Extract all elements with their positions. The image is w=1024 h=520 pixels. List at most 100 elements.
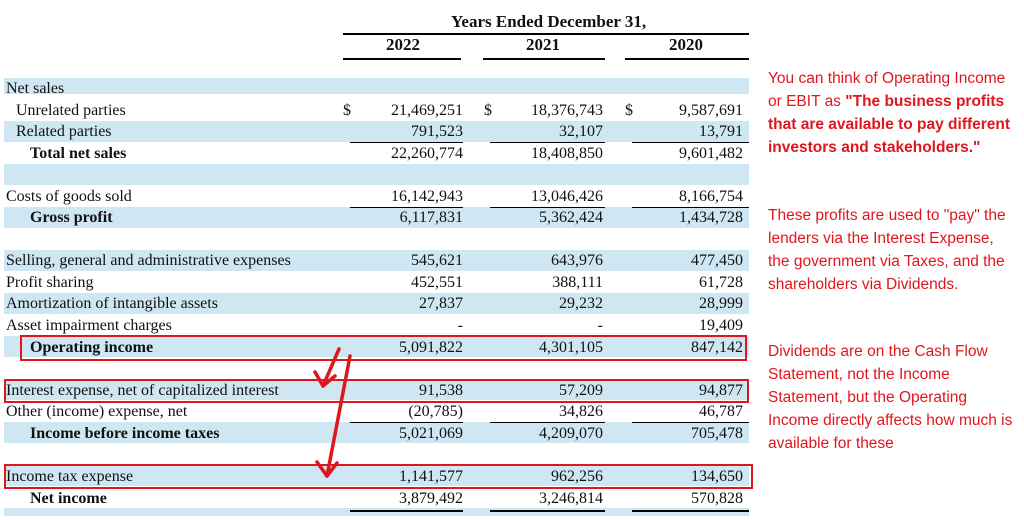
value-2021: 4,301,105 [539, 339, 603, 356]
highlight-interest-expense [4, 379, 749, 403]
value-2022: 5,091,822 [399, 339, 463, 356]
subtotal-rule [350, 142, 463, 143]
row-asset-impairment: Asset impairment charges - - 19,409 [4, 315, 749, 336]
value-2020: 477,450 [691, 252, 743, 269]
subtotal-rule [490, 142, 605, 143]
dollar-sign: $ [484, 102, 492, 119]
value-2022: 791,523 [411, 123, 463, 140]
subtotal-rule [490, 422, 605, 423]
subtotal-rule [490, 207, 605, 208]
subtotal-rule [350, 207, 463, 208]
row-interest-expense: Interest expense, net of capitalized int… [4, 380, 749, 401]
value-2022: 91,538 [419, 382, 463, 399]
header-rule-2022 [343, 58, 461, 60]
value-2021: 18,376,743 [531, 102, 603, 119]
row-label: Total net sales [30, 145, 127, 162]
value-2021: 4,209,070 [539, 425, 603, 442]
row-label: Net sales [6, 80, 65, 97]
row-sga: Selling, general and administrative expe… [4, 250, 749, 271]
period-header: Years Ended December 31, [451, 12, 647, 31]
band-net-sales [4, 78, 749, 94]
subtotal-rule [632, 142, 749, 143]
row-label: Related parties [16, 123, 112, 140]
value-2020: 28,999 [699, 295, 743, 312]
row-income-tax-expense: Income tax expense 1,141,577 962,256 134… [4, 466, 749, 487]
highlight-income-tax [4, 464, 753, 489]
value-2020: 61,728 [699, 274, 743, 291]
band-interest [4, 379, 749, 400]
year-header-2021: 2021 [526, 35, 560, 54]
row-label: Asset impairment charges [6, 317, 172, 334]
note-operating-income-definition: You can think of Operating Income or EBI… [768, 67, 1018, 159]
value-2022: 5,021,069 [399, 425, 463, 442]
total-rule [350, 510, 463, 512]
row-label: Costs of goods sold [6, 188, 132, 205]
note-text: You can think of Operating Income or EBI… [768, 70, 1006, 110]
value-2020: 13,791 [699, 123, 743, 140]
value-2022: 6,117,831 [399, 209, 463, 226]
value-2020: 570,828 [691, 490, 743, 507]
row-related-parties: Related parties 791,523 32,107 13,791 [4, 121, 749, 142]
value-2021: 18,408,850 [531, 145, 603, 162]
value-2020: 94,877 [699, 382, 743, 399]
row-other-expense: Other (income) expense, net (20,785) 34,… [4, 401, 749, 422]
row-net-sales: Net sales [4, 78, 749, 99]
band-gross-profit [4, 207, 749, 228]
band-bottom [4, 508, 749, 516]
value-2021: 13,046,426 [531, 188, 603, 205]
arrow-to-tax [325, 354, 352, 478]
row-label: Amortization of intangible assets [6, 295, 218, 312]
value-2022: 1,141,577 [399, 468, 463, 485]
band-related-parties [4, 121, 749, 142]
row-label: Selling, general and administrative expe… [6, 252, 291, 269]
arrow-to-tax-head [315, 460, 339, 478]
value-2021: 29,232 [559, 295, 603, 312]
row-label: Unrelated parties [16, 102, 126, 119]
value-2022: 16,142,943 [391, 188, 463, 205]
total-rule [490, 510, 605, 512]
row-label: Gross profit [30, 209, 113, 226]
band-amortization [4, 293, 749, 314]
row-label: Operating income [30, 339, 154, 356]
band-spacer-1 [4, 164, 749, 185]
value-2020: 8,166,754 [679, 188, 743, 205]
row-gross-profit: Gross profit 6,117,831 5,362,424 1,434,7… [4, 207, 749, 228]
value-2021: 388,111 [552, 274, 603, 291]
row-operating-income: Operating income 5,091,822 4,301,105 847… [4, 337, 749, 358]
value-2022: (20,785) [408, 403, 463, 420]
value-2021: 32,107 [559, 123, 603, 140]
dollar-sign: $ [343, 102, 351, 119]
row-label: Income tax expense [6, 468, 134, 485]
row-label: Interest expense, net of capitalized int… [6, 382, 279, 399]
row-amortization: Amortization of intangible assets 27,837… [4, 293, 749, 314]
value-2022: 21,469,251 [391, 102, 463, 119]
value-2020: 9,587,691 [679, 102, 743, 119]
row-total-net-sales: Total net sales 22,260,774 18,408,850 9,… [4, 143, 749, 164]
subtotal-rule [632, 422, 749, 423]
note-profit-uses: These profits are used to "pay" the lend… [768, 207, 1006, 293]
value-2020: 19,409 [699, 317, 743, 334]
row-costs-of-goods-sold: Costs of goods sold 16,142,943 13,046,42… [4, 186, 749, 207]
value-2020: 1,434,728 [679, 209, 743, 226]
band-income-before-tax [4, 422, 749, 443]
value-2021: 962,256 [551, 468, 603, 485]
header-rule-2020 [625, 58, 749, 60]
dollar-sign: $ [625, 102, 633, 119]
highlight-operating-income [20, 335, 747, 361]
subtotal-rule [632, 207, 749, 208]
note-quote: "The business profits that are available… [768, 93, 1011, 156]
band-sga [4, 250, 749, 271]
value-2022: - [457, 317, 463, 334]
value-2021: - [597, 317, 603, 334]
value-2022: 27,837 [419, 295, 463, 312]
row-net-income: Net income 3,879,492 3,246,814 570,828 [4, 488, 749, 509]
value-2021: 5,362,424 [539, 209, 603, 226]
year-header-2022: 2022 [386, 35, 420, 54]
value-2021: 34,826 [559, 403, 603, 420]
value-2022: 3,879,492 [399, 490, 463, 507]
value-2022: 452,551 [411, 274, 463, 291]
arrow-to-interest-head [313, 370, 337, 388]
total-rule [632, 510, 749, 512]
year-header-2020: 2020 [669, 35, 703, 54]
